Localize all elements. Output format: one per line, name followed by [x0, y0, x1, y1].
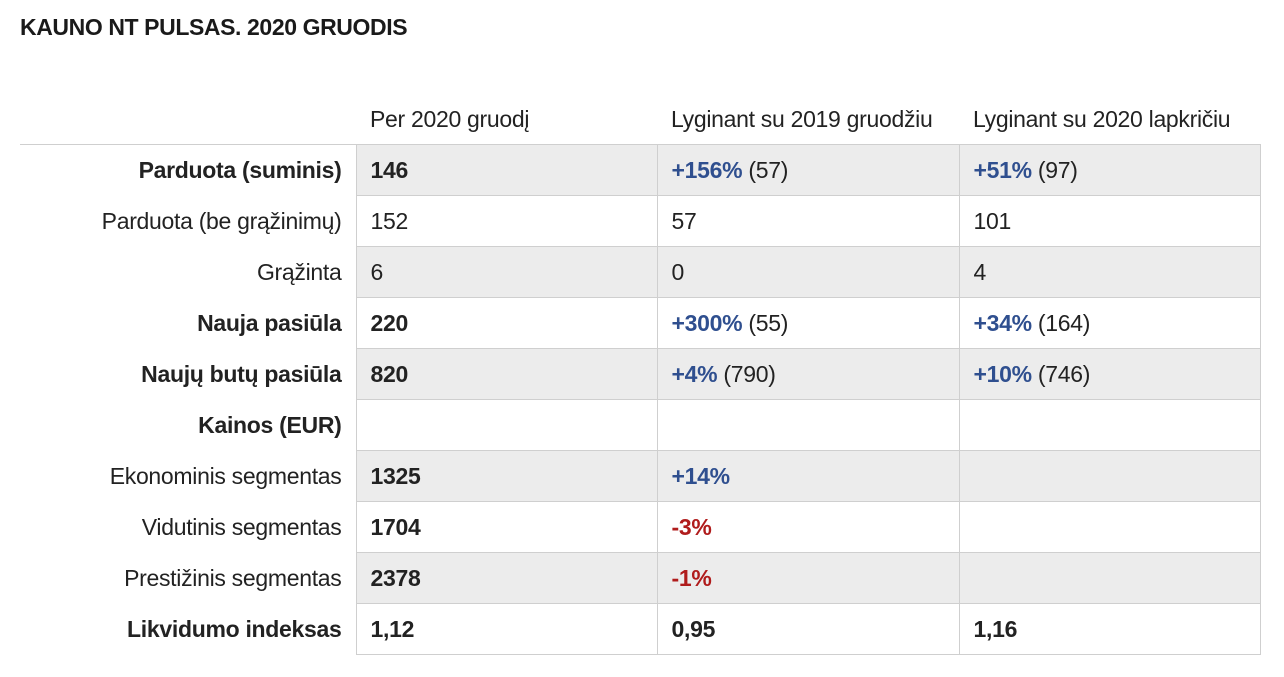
period-value	[355, 399, 658, 451]
change-value: -1%	[671, 564, 712, 591]
row-label: Kainos (EUR)	[198, 411, 342, 438]
table-row: Prestižinis segmentas 2378 -1%	[20, 552, 1261, 604]
compare-month-cell: +10% (746)	[958, 348, 1261, 400]
compare-month-cell: 1,16	[958, 603, 1261, 655]
change-value: +34%	[973, 309, 1033, 336]
row-label: Nauja pasiūla	[197, 309, 342, 336]
page-title: KAUNO NT PULSAS. 2020 GRUODIS	[20, 14, 408, 40]
compare-year-cell: +300% (55)	[656, 297, 960, 349]
compare-month-cell	[958, 399, 1261, 451]
table-row: Kainos (EUR)	[20, 399, 1261, 451]
reference-value: (790)	[723, 360, 776, 387]
header-compare-month: Lyginant su 2020 lapkričiu	[959, 94, 1260, 145]
compare-year-cell: -3%	[656, 501, 960, 553]
compare-year-cell: 0,95	[656, 603, 960, 655]
compare-year-cell: -1%	[656, 552, 960, 604]
change-value: +14%	[671, 462, 731, 489]
change-value: +10%	[973, 360, 1033, 387]
compare-month-cell	[958, 552, 1261, 604]
change-value: -3%	[671, 513, 712, 540]
row-label: Grąžinta	[256, 258, 342, 285]
pulse-table: Per 2020 gruodį Lyginant su 2019 gruodži…	[20, 94, 1261, 655]
row-label: Ekonominis segmentas	[109, 462, 342, 489]
table-row: Parduota (be grąžinimų) 152 57 101	[20, 195, 1261, 247]
table-row: Grąžinta 6 0 4	[20, 246, 1261, 298]
compare-month-cell	[958, 450, 1261, 502]
compare-month-cell: 4	[958, 246, 1261, 298]
reference-value: (164)	[1037, 309, 1091, 336]
compare-year-cell: +4% (790)	[656, 348, 960, 400]
period-value: 146	[355, 144, 658, 196]
compare-year-cell	[656, 399, 960, 451]
compare-year-cell: +156% (57)	[656, 144, 960, 196]
compare-month-cell	[958, 501, 1261, 553]
row-label: Likvidumo indeksas	[127, 615, 342, 642]
compare-year-cell: 0	[656, 246, 960, 298]
reference-value: (97)	[1037, 156, 1078, 183]
reference-value: (57)	[748, 156, 789, 183]
change-value: +51%	[973, 156, 1033, 183]
table-row: Ekonominis segmentas 1325 +14%	[20, 450, 1261, 502]
period-value: 152	[355, 195, 658, 247]
header-compare-year: Lyginant su 2019 gruodžiu	[657, 94, 959, 145]
period-value: 220	[355, 297, 658, 349]
period-value: 1704	[355, 501, 658, 553]
change-value: +4%	[671, 360, 718, 387]
change-value: +156%	[671, 156, 743, 183]
table-header-row: Per 2020 gruodį Lyginant su 2019 gruodži…	[20, 94, 1260, 145]
table-row: Likvidumo indeksas 1,12 0,95 1,16	[20, 603, 1261, 655]
period-value: 820	[355, 348, 658, 400]
header-empty	[20, 94, 356, 145]
compare-month-cell: 101	[958, 195, 1261, 247]
row-label: Prestižinis segmentas	[124, 564, 342, 591]
row-label: Parduota (suminis)	[138, 156, 342, 183]
period-value: 6	[355, 246, 658, 298]
period-value: 1,12	[355, 603, 658, 655]
header-period: Per 2020 gruodį	[356, 94, 657, 145]
row-label: Vidutinis segmentas	[141, 513, 342, 540]
compare-year-cell: +14%	[656, 450, 960, 502]
row-label: Naujų butų pasiūla	[141, 360, 342, 387]
change-value: +300%	[671, 309, 743, 336]
table-row: Nauja pasiūla 220 +300% (55) +34% (164)	[20, 297, 1261, 349]
reference-value: (55)	[748, 309, 789, 336]
table-row: Parduota (suminis) 146 +156% (57) +51% (…	[20, 144, 1261, 196]
reference-value: (746)	[1037, 360, 1091, 387]
compare-month-cell: +51% (97)	[958, 144, 1261, 196]
table-row: Naujų butų pasiūla 820 +4% (790) +10% (7…	[20, 348, 1261, 400]
period-value: 1325	[355, 450, 658, 502]
table-row: Vidutinis segmentas 1704 -3%	[20, 501, 1261, 553]
row-label: Parduota (be grąžinimų)	[101, 207, 342, 234]
compare-month-cell: +34% (164)	[958, 297, 1261, 349]
period-value: 2378	[355, 552, 658, 604]
compare-year-cell: 57	[656, 195, 960, 247]
